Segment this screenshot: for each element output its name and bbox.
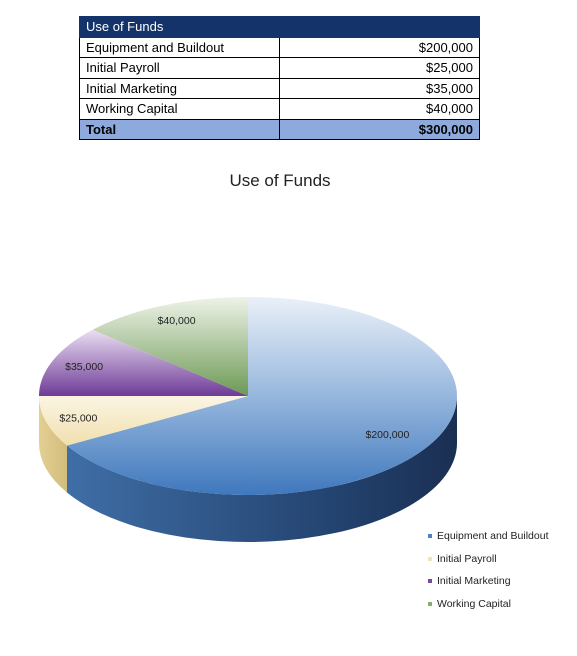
pie-side-initial-payroll — [39, 396, 68, 493]
legend: Equipment and Buildout Initial Payroll I… — [428, 528, 549, 618]
table-total-row: Total $300,000 — [79, 118, 480, 140]
data-label-initial-payroll: $25,000 — [59, 413, 97, 425]
pie-tops — [39, 297, 457, 495]
legend-item: Initial Marketing — [428, 573, 549, 596]
legend-label: Working Capital — [437, 597, 511, 610]
pie-slice-initial-payroll — [39, 396, 248, 446]
legend-swatch — [428, 579, 432, 583]
legend-label: Initial Payroll — [437, 552, 497, 565]
table-row: Equipment and Buildout $200,000 — [79, 36, 480, 58]
pie-slice-initial-marketing — [39, 329, 248, 396]
row-label: Equipment and Buildout — [79, 36, 280, 58]
legend-item: Equipment and Buildout — [428, 528, 549, 551]
pie-labels: $200,000 $25,000 $35,000 $40,000 — [59, 315, 409, 441]
pie-slice-equipment-and-buildout — [67, 297, 457, 495]
data-label-equipment-and-buildout: $200,000 — [366, 429, 410, 441]
use-of-funds-table: Use of Funds Equipment and Buildout $200… — [79, 16, 480, 140]
table-header: Use of Funds — [79, 16, 480, 38]
table-header-row: Use of Funds — [79, 16, 480, 38]
legend-swatch — [428, 534, 432, 538]
pie-sides — [39, 396, 457, 542]
legend-swatch — [428, 556, 432, 561]
legend-label: Initial Marketing — [437, 575, 511, 587]
row-label: Working Capital — [79, 98, 280, 120]
total-amount: $300,000 — [279, 118, 480, 140]
legend-swatch — [428, 601, 432, 606]
table-row: Working Capital $40,000 — [79, 98, 480, 120]
legend-item: Initial Payroll — [428, 551, 549, 574]
row-label: Initial Marketing — [79, 77, 280, 99]
legend-item: Working Capital — [428, 596, 549, 619]
data-label-working-capital: $40,000 — [158, 315, 196, 327]
total-label: Total — [79, 118, 280, 140]
legend-label: Equipment and Buildout — [437, 530, 549, 542]
data-label-initial-marketing: $35,000 — [65, 361, 103, 373]
chart-title: Use of Funds — [229, 171, 331, 190]
pie-slice-working-capital — [92, 297, 248, 396]
pie-side-equipment-and-buildout — [67, 396, 457, 542]
